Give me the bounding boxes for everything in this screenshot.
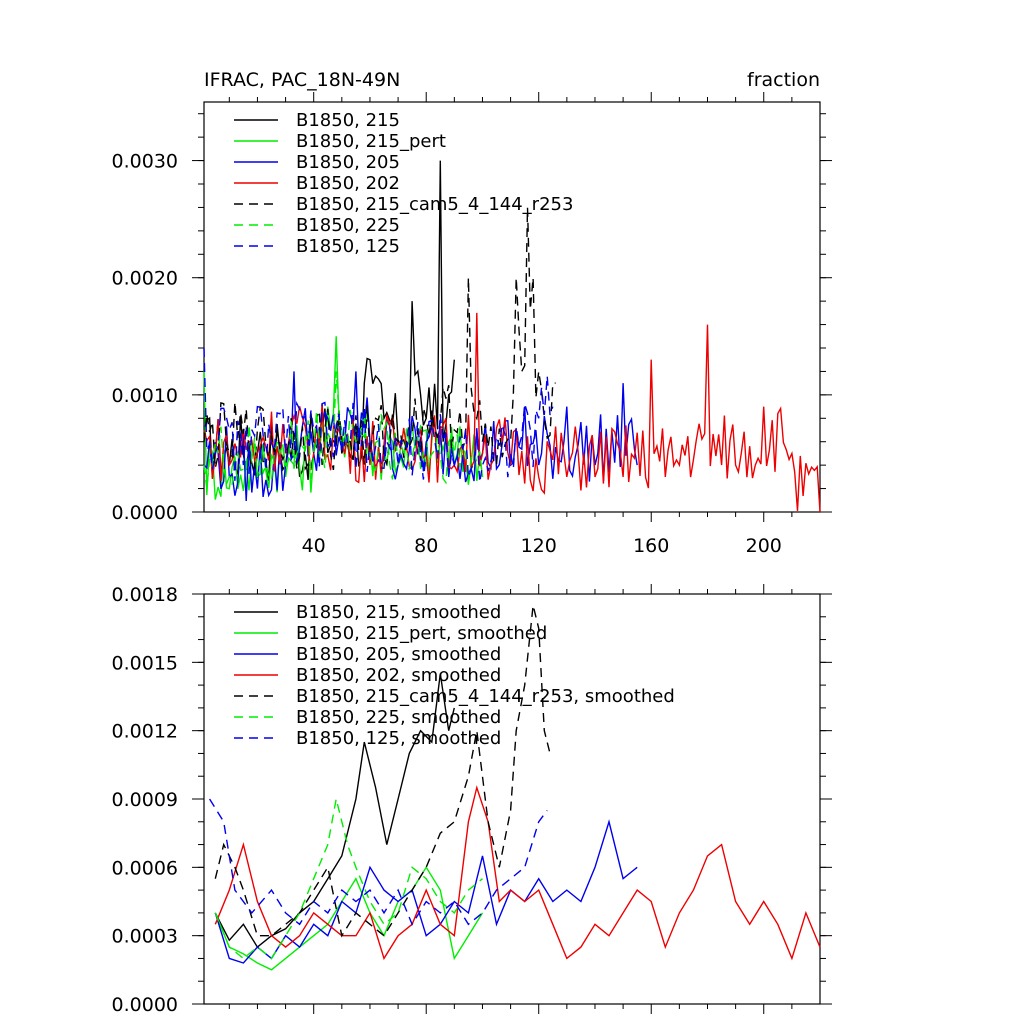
y-tick-label: 0.0000 (112, 994, 178, 1016)
y-tick-label: 0.0000 (112, 502, 178, 524)
top-plot-frame (203, 101, 821, 513)
y-tick-label: 0.0015 (112, 652, 178, 674)
y-tick-label: 0.0018 (112, 584, 178, 606)
series-line-1 (214, 673, 455, 949)
y-tick-label: 0.0030 (112, 151, 178, 173)
legend-label: B1850, 202, smoothed (296, 665, 501, 686)
legend-label: B1850, 215 (296, 110, 400, 131)
y-tick-label: 0.0009 (112, 789, 178, 811)
series-line-7 (203, 347, 554, 483)
series-line-6 (203, 371, 484, 489)
y-tick-label: 0.0010 (112, 385, 178, 407)
legend-label: B1850, 125, smoothed (296, 728, 501, 749)
bottom-panel: 0.0000 0.0003 0.0006 0.0009 0.0012 0.0015 0.00… (112, 584, 832, 1016)
top-panel: IFRAC, PAC_18N-49N fraction 40 80 120 160 20… (112, 69, 832, 557)
legend-label: B1850, 215_cam5_4_144_r253 (296, 194, 573, 215)
legend-label: B1850, 125 (296, 236, 400, 257)
series-line-3 (214, 819, 638, 964)
legend-label: B1850, 202 (296, 173, 400, 194)
series-line-7 (209, 798, 548, 926)
legend-label: B1850, 225, smoothed (296, 707, 501, 728)
legend-label: B1850, 205 (296, 152, 400, 173)
series-line-4 (214, 785, 821, 961)
y-tick-label: 0.0006 (112, 857, 178, 879)
legend-label: B1850, 215, smoothed (296, 602, 501, 623)
y-tick-label: 0.0003 (112, 926, 178, 948)
series-line-5 (214, 605, 551, 938)
series-line-5 (203, 207, 556, 472)
legend-label: B1850, 215_cam5_4_144_r253, smoothed (296, 686, 675, 707)
series-line-6 (214, 798, 483, 960)
legend-label: B1850, 215_pert (296, 131, 446, 152)
top-chart-units: fraction (747, 69, 820, 91)
x-tick-label: 120 (521, 535, 557, 557)
legend-label: B1850, 205, smoothed (296, 644, 501, 665)
legend-label: B1850, 215_pert, smoothed (296, 623, 547, 644)
y-tick-label: 0.0012 (112, 721, 178, 743)
x-tick-label: 80 (414, 535, 438, 557)
x-tick-label: 160 (633, 535, 669, 557)
top-chart-title: IFRAC, PAC_18N-49N (204, 69, 400, 91)
x-tick-label: 200 (746, 535, 782, 557)
legend-label: B1850, 225 (296, 215, 400, 236)
series-line-2 (214, 865, 484, 971)
x-tick-label: 40 (302, 535, 326, 557)
y-tick-label: 0.0020 (112, 268, 178, 290)
